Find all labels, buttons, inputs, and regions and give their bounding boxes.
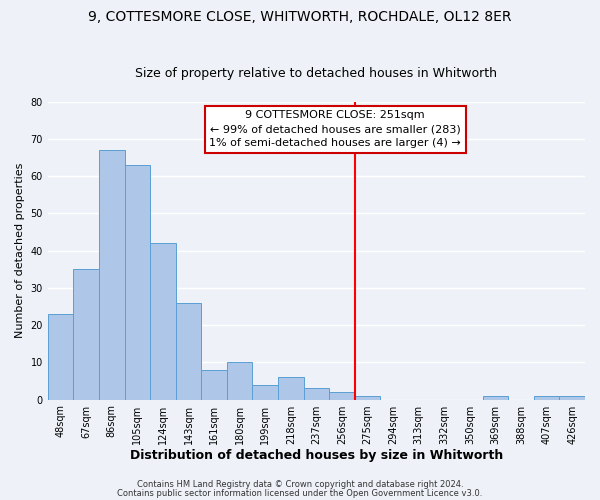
Bar [176,302,201,400]
Bar [227,362,253,400]
Bar [150,243,176,400]
Bar [355,396,380,400]
Title: Size of property relative to detached houses in Whitworth: Size of property relative to detached ho… [136,66,497,80]
Y-axis label: Number of detached properties: Number of detached properties [15,163,25,338]
X-axis label: Distribution of detached houses by size in Whitworth: Distribution of detached houses by size … [130,450,503,462]
Bar [278,377,304,400]
Bar [482,396,508,400]
Bar [99,150,125,400]
Bar [201,370,227,400]
Text: 9, COTTESMORE CLOSE, WHITWORTH, ROCHDALE, OL12 8ER: 9, COTTESMORE CLOSE, WHITWORTH, ROCHDALE… [88,10,512,24]
Bar [125,165,150,400]
Text: 9 COTTESMORE CLOSE: 251sqm
← 99% of detached houses are smaller (283)
1% of semi: 9 COTTESMORE CLOSE: 251sqm ← 99% of deta… [209,110,461,148]
Bar [253,384,278,400]
Text: Contains public sector information licensed under the Open Government Licence v3: Contains public sector information licen… [118,488,482,498]
Bar [534,396,559,400]
Bar [304,388,329,400]
Bar [559,396,585,400]
Text: Contains HM Land Registry data © Crown copyright and database right 2024.: Contains HM Land Registry data © Crown c… [137,480,463,489]
Bar [73,269,99,400]
Bar [329,392,355,400]
Bar [48,314,73,400]
